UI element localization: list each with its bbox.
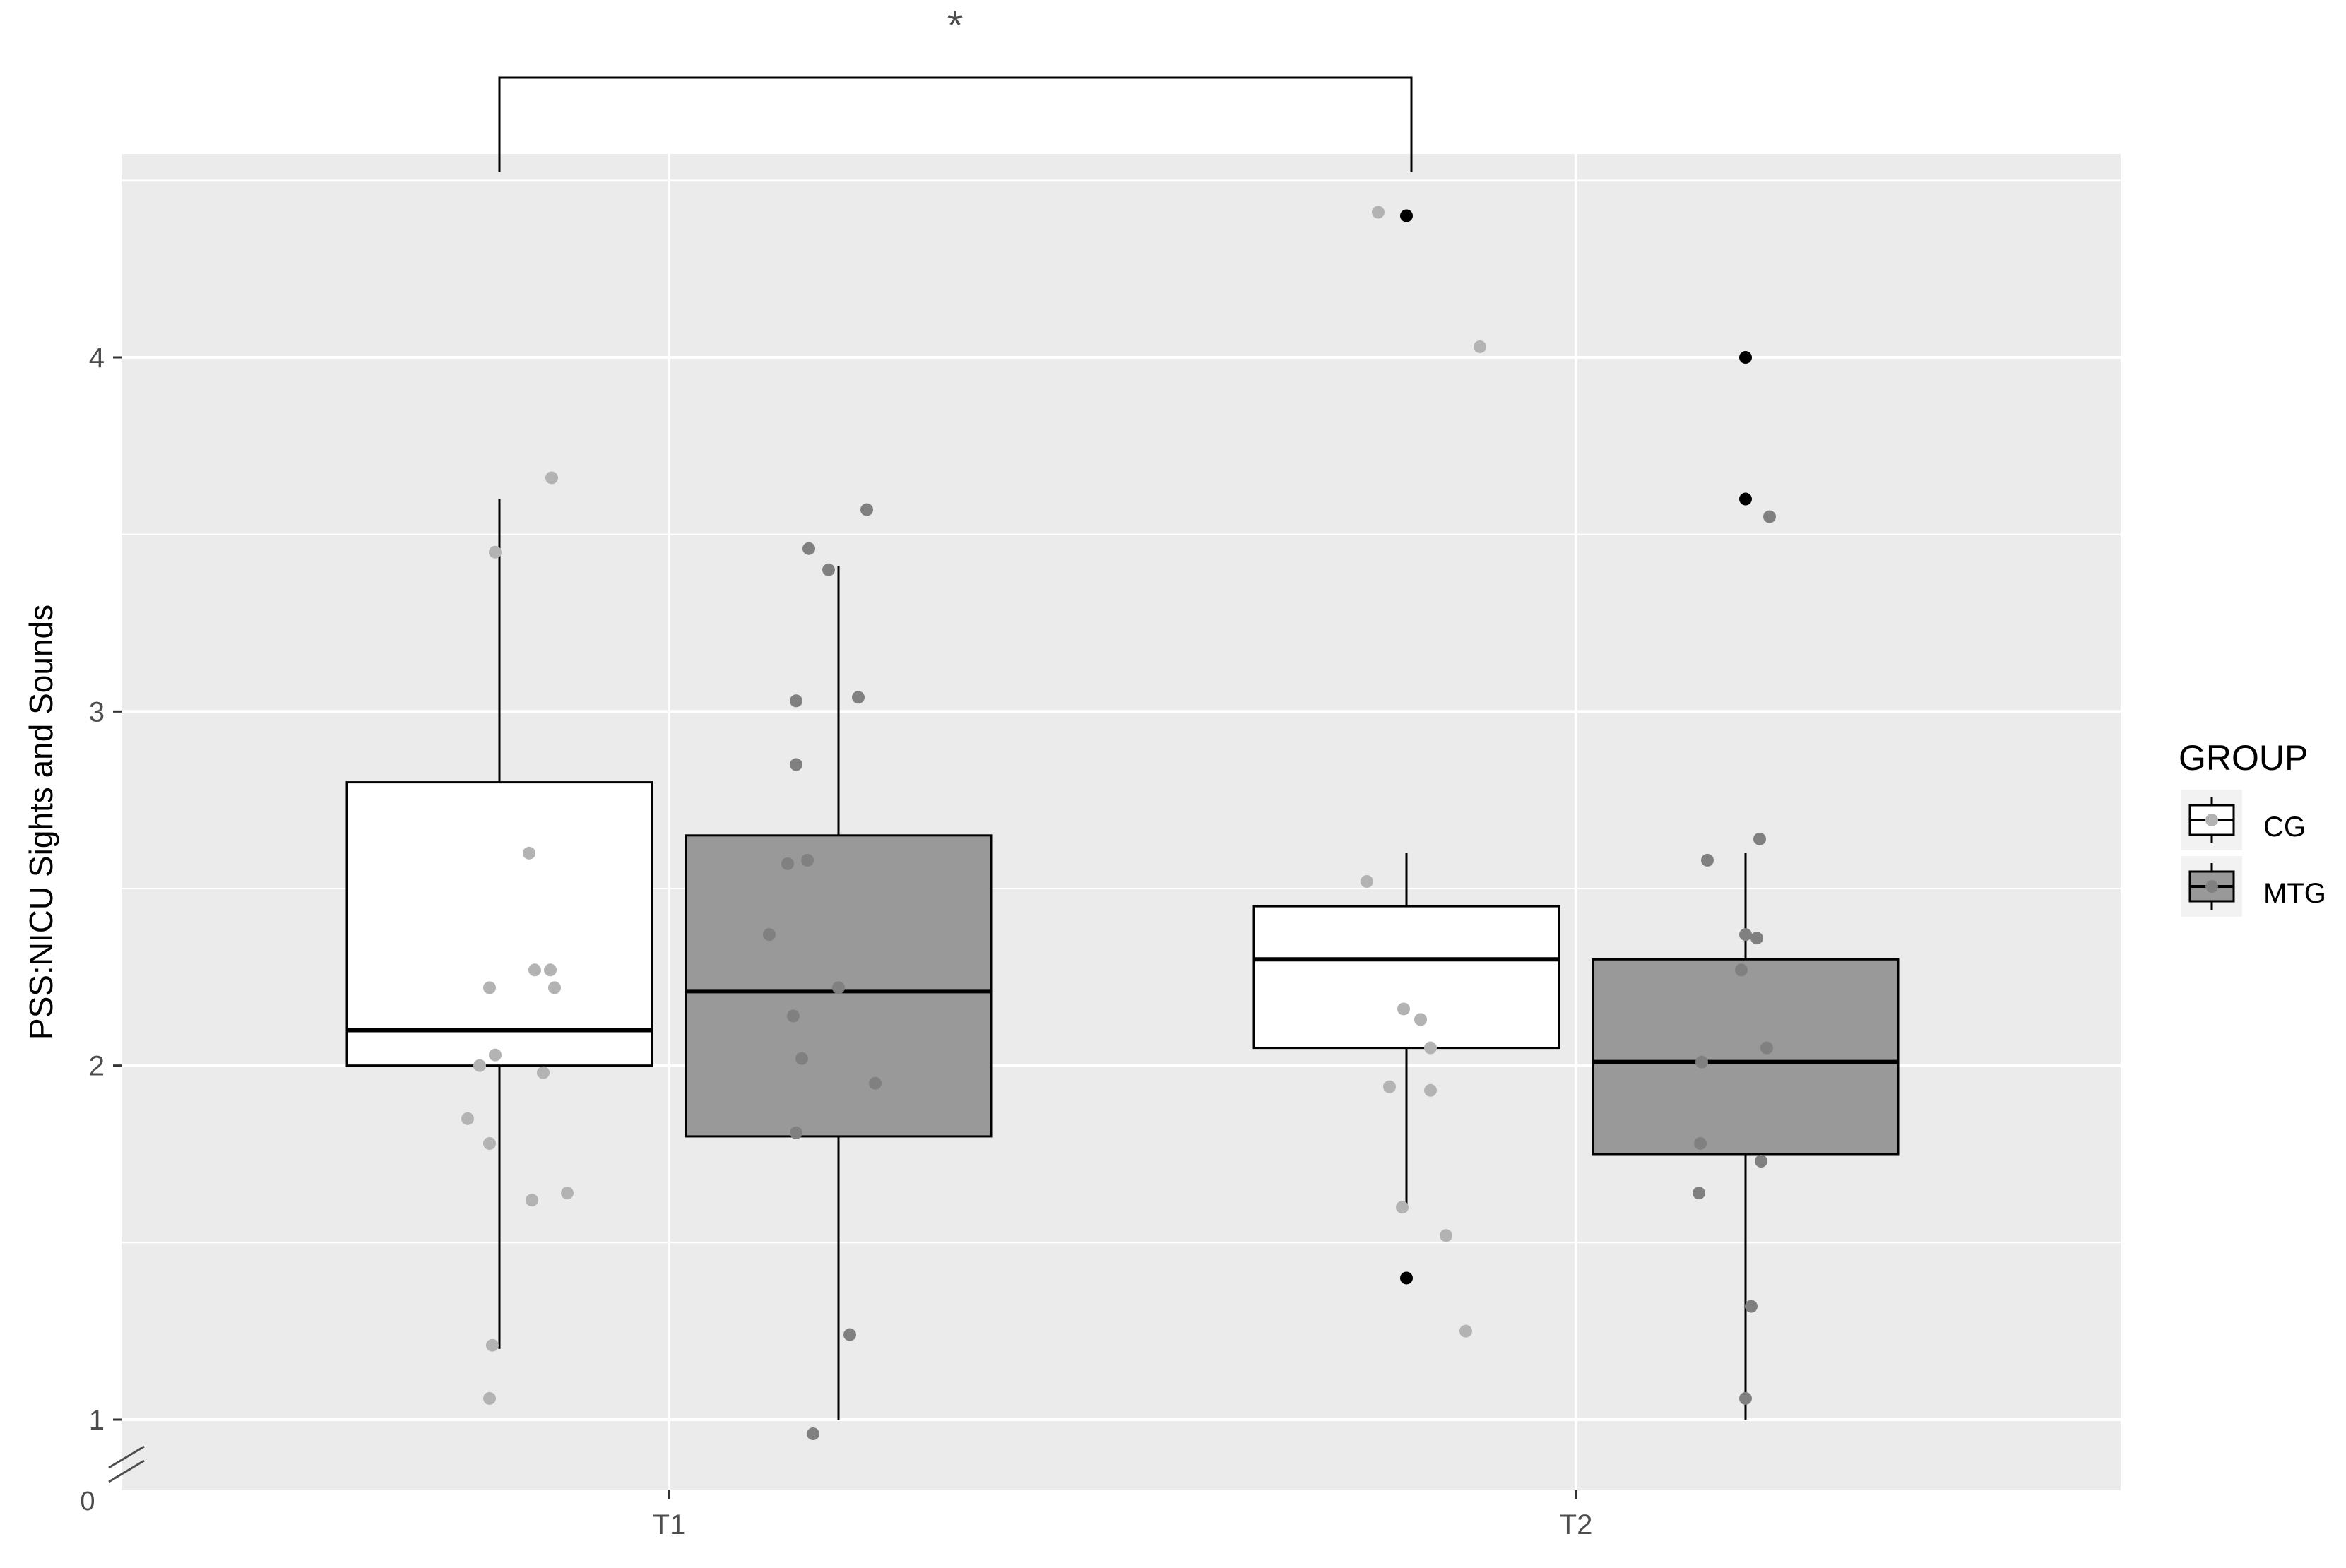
legend-label-mtg: MTG — [2263, 878, 2326, 909]
data-point-mtg — [1763, 510, 1776, 523]
data-point-mtg — [807, 1427, 819, 1441]
data-point-cg — [523, 846, 535, 860]
y-axis-title: PSS:NICU Sights and Sounds — [23, 605, 59, 1040]
x-tick-label: T1 — [653, 1509, 686, 1540]
data-point-mtg — [795, 1052, 808, 1065]
data-point-cg — [1414, 1013, 1427, 1026]
legend: GROUP CG MTG — [2179, 738, 2326, 917]
data-point-mtg — [843, 1328, 856, 1341]
data-point-cg — [1396, 1201, 1409, 1214]
data-point-mtg — [790, 758, 802, 771]
y-tick-label: 3 — [89, 696, 105, 727]
data-point-cg — [489, 1048, 502, 1062]
data-point-mtg — [1745, 1300, 1758, 1313]
outlier-point — [1400, 209, 1413, 222]
jitter-points — [461, 206, 1776, 1441]
data-point-mtg — [787, 1009, 800, 1023]
boxplots — [345, 209, 1900, 1420]
data-point-mtg — [822, 563, 835, 576]
data-point-mtg — [790, 1126, 802, 1139]
data-point-cg — [544, 963, 557, 977]
box-iqr — [1252, 905, 1560, 1050]
y-tick-label: 2 — [89, 1051, 105, 1082]
boxplot-mtg-t2 — [1592, 351, 1900, 1420]
box-iqr — [1592, 958, 1900, 1156]
x-tick-label: T2 — [1560, 1509, 1593, 1540]
data-point-mtg — [1735, 963, 1748, 977]
boxplot-cg-t2 — [1252, 209, 1560, 1285]
x-axis-ticks: T1 T2 — [653, 1490, 1593, 1540]
data-point-mtg — [1755, 1155, 1767, 1168]
data-point-cg — [528, 963, 541, 977]
y-axis-break-label: 0 — [80, 1487, 95, 1516]
data-point-mtg — [1739, 1391, 1752, 1405]
data-point-mtg — [1753, 832, 1766, 845]
legend-key-cg — [2181, 790, 2242, 850]
data-point-mtg — [1760, 1041, 1773, 1055]
data-point-mtg — [802, 542, 815, 555]
data-point-cg — [483, 981, 496, 994]
data-point-mtg — [1694, 1136, 1707, 1150]
data-point-mtg — [801, 853, 814, 867]
data-point-cg — [489, 545, 502, 559]
legend-label-cg: CG — [2263, 812, 2306, 843]
data-point-cg — [561, 1187, 574, 1200]
legend-key-mtg — [2181, 856, 2242, 917]
y-tick-label: 4 — [89, 343, 105, 374]
data-point-mtg — [1739, 928, 1752, 942]
data-point-mtg — [852, 691, 865, 704]
data-point-cg — [473, 1059, 486, 1072]
outlier-point — [1739, 492, 1752, 506]
boxplot-cg-t1 — [345, 499, 653, 1349]
data-point-cg — [1383, 1080, 1396, 1093]
significance-star: * — [947, 3, 964, 49]
data-point-cg — [548, 981, 561, 994]
data-point-cg — [1424, 1083, 1437, 1097]
data-point-mtg — [763, 928, 776, 942]
data-point-cg — [526, 1194, 538, 1207]
data-point-mtg — [832, 981, 845, 994]
data-point-cg — [486, 1338, 499, 1352]
data-point-mtg — [1695, 1055, 1708, 1069]
data-point-mtg — [860, 503, 873, 516]
significance-bracket: * — [498, 3, 1413, 172]
data-point-mtg — [781, 857, 794, 870]
data-point-cg — [1372, 206, 1385, 219]
data-point-mtg — [1693, 1187, 1705, 1200]
significance-bracket-line — [498, 76, 1413, 172]
data-point-mtg — [1701, 853, 1714, 867]
box-iqr — [345, 781, 653, 1067]
data-point-cg — [1424, 1041, 1437, 1055]
data-point-cg — [1474, 340, 1486, 353]
data-point-cg — [1361, 874, 1373, 888]
data-point-cg — [483, 1391, 496, 1405]
data-point-cg — [461, 1112, 474, 1125]
data-point-cg — [545, 471, 558, 485]
outlier-point — [1739, 351, 1752, 364]
data-point-cg — [537, 1066, 550, 1079]
data-point-mtg — [1750, 932, 1763, 945]
axis-break-marker: 0 — [80, 1445, 145, 1516]
data-point-cg — [1459, 1324, 1472, 1338]
outlier-point — [1400, 1271, 1413, 1285]
data-point-mtg — [790, 694, 802, 708]
legend-title: GROUP — [2179, 738, 2308, 778]
y-tick-label: 1 — [89, 1405, 105, 1436]
data-point-cg — [483, 1136, 496, 1150]
y-axis-ticks: 1 2 3 4 — [89, 343, 122, 1436]
data-point-cg — [1397, 1002, 1410, 1016]
data-point-cg — [1440, 1229, 1452, 1242]
data-point-mtg — [869, 1076, 882, 1090]
